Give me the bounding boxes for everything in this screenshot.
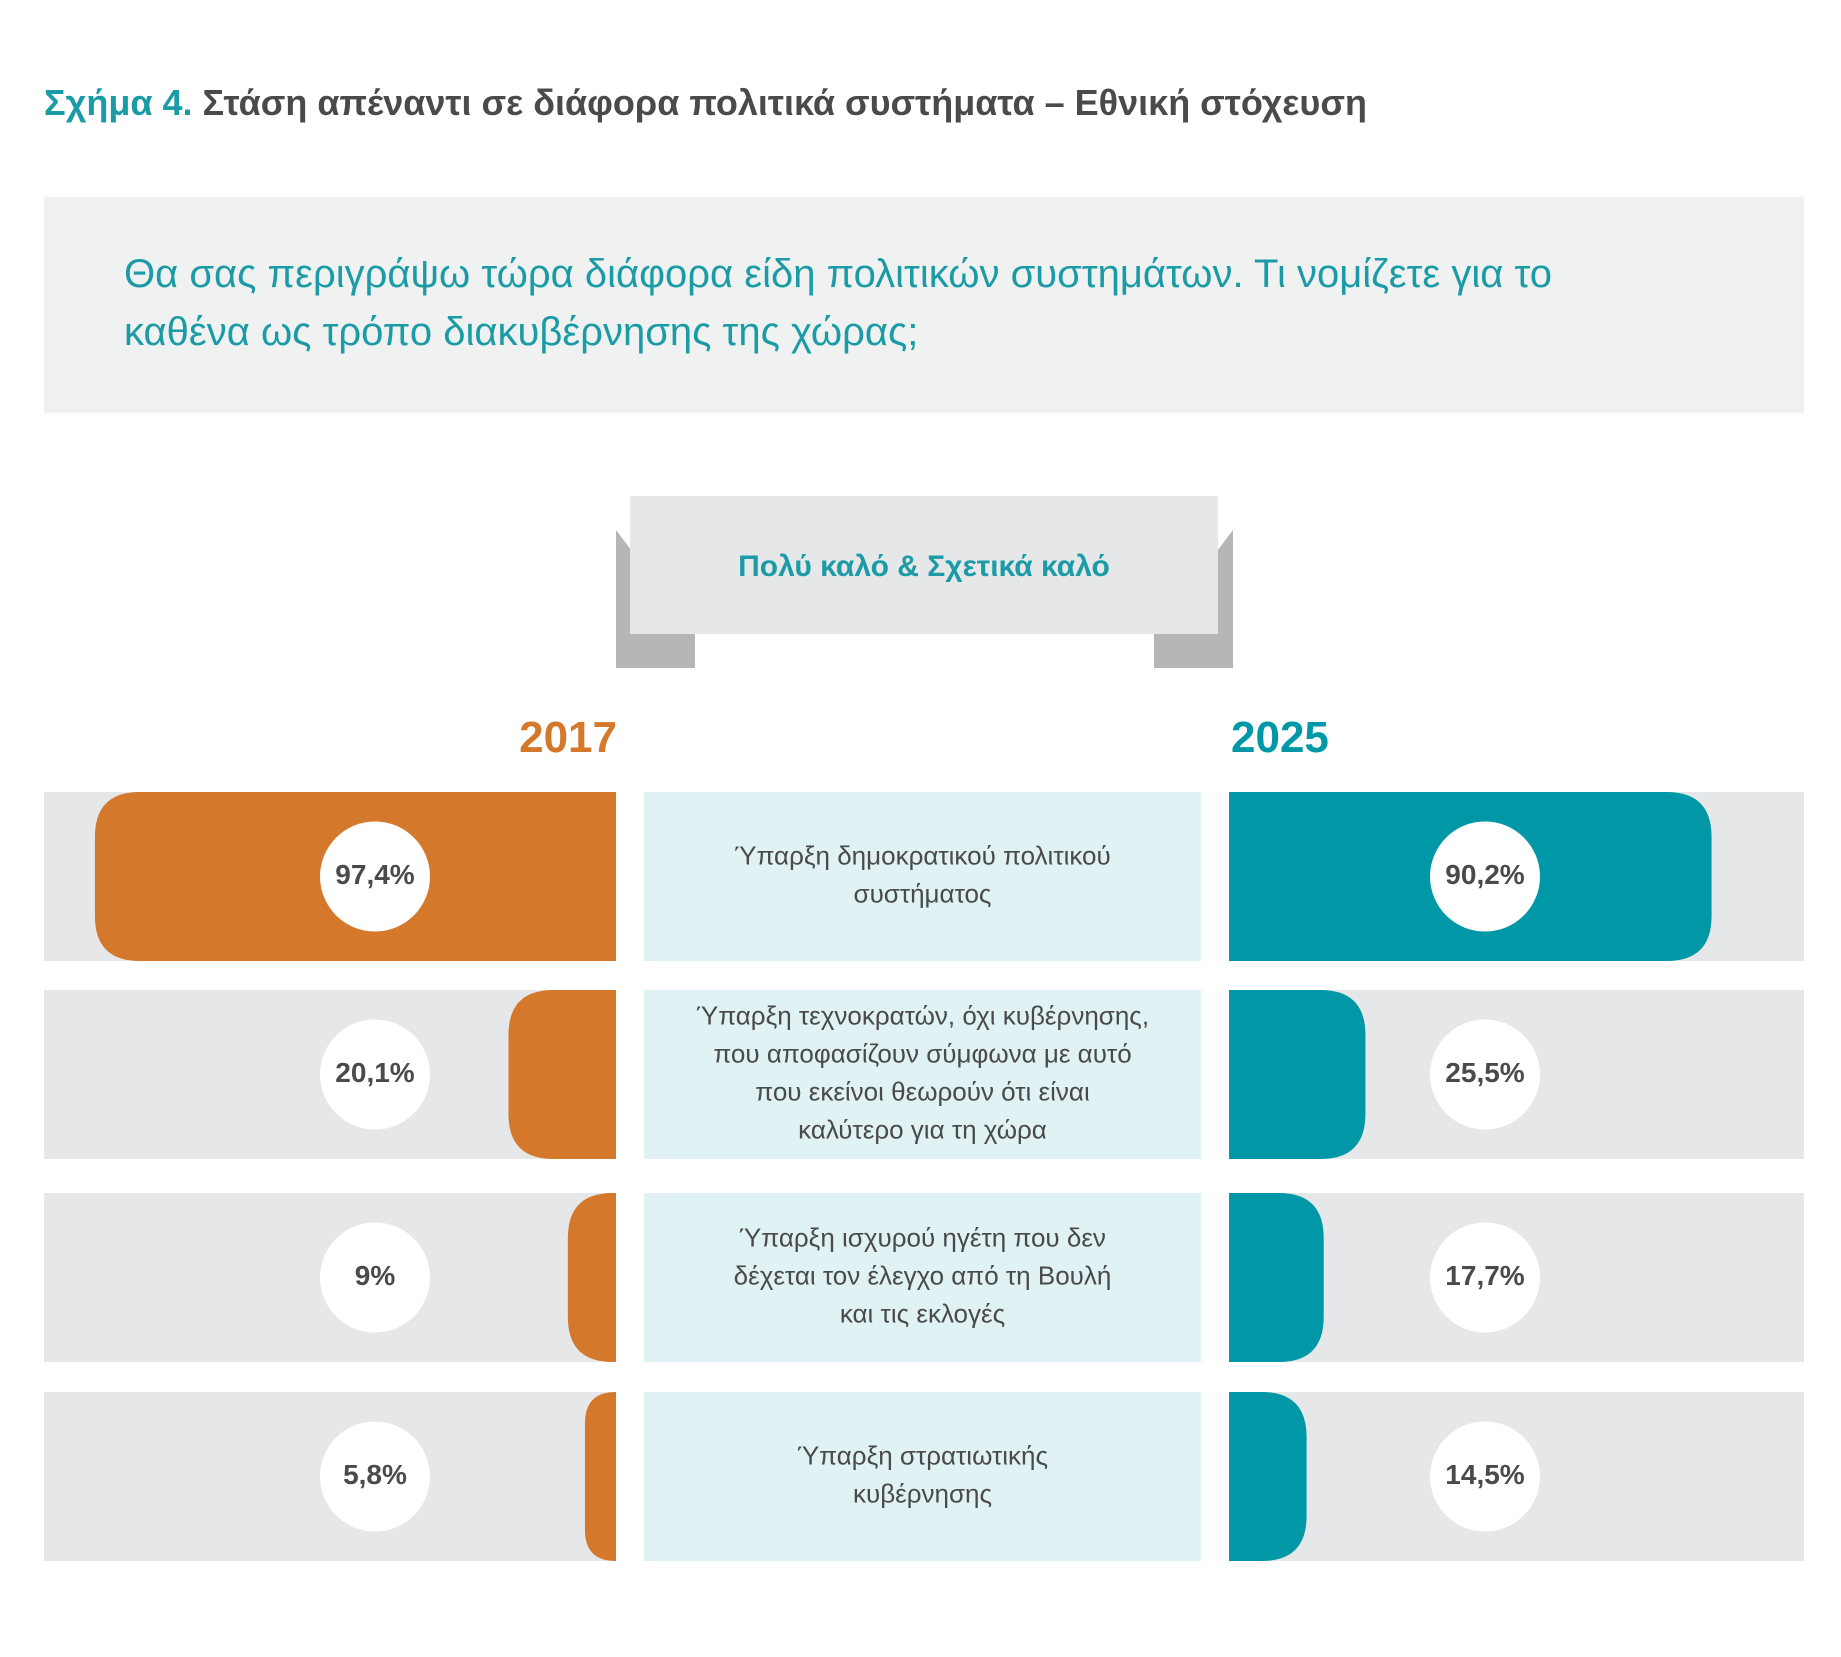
- data-label-2025: 90,2%: [1445, 859, 1524, 890]
- year-heading-2025: 2025: [1231, 713, 1329, 762]
- figure-title-text: Στάση απέναντι σε διάφορα πολιτικά συστή…: [202, 82, 1367, 123]
- banner-title: Πολύ καλό & Σχετικά καλό: [738, 550, 1110, 583]
- category-label-line: Ύπαρξη στρατιωτικής: [797, 1440, 1048, 1470]
- value-circle-2025: [1430, 1421, 1540, 1532]
- bar-2025: [1229, 1392, 1307, 1561]
- value-circle-2025: [1430, 821, 1540, 932]
- value-circle-2017: [320, 1019, 430, 1130]
- category-label-line: και τις εκλογές: [840, 1298, 1005, 1328]
- category-box: [644, 990, 1201, 1159]
- category-box: [644, 1392, 1201, 1561]
- bar-2017: [584, 1392, 616, 1561]
- bar-2017: [508, 990, 616, 1159]
- category-label-line: Ύπαρξη τεχνοκρατών, όχι κυβέρνησης,: [696, 1000, 1149, 1030]
- data-label-2017: 9%: [355, 1260, 396, 1291]
- value-circle-2025: [1430, 1019, 1540, 1130]
- category-label-line: που αποφασίζουν σύμφωνα με αυτό: [713, 1038, 1131, 1068]
- category-label-line: δέχεται τον έλεγχο από τη Βουλή: [734, 1260, 1112, 1290]
- data-label-2025: 17,7%: [1445, 1260, 1524, 1291]
- question-text: Θα σας περιγράψω τώρα διάφορα είδη πολιτ…: [124, 252, 1552, 354]
- data-label-2017: 20,1%: [335, 1057, 414, 1088]
- category-box: [644, 1193, 1201, 1362]
- figure-number: Σχήμα 4.: [44, 82, 193, 123]
- value-circle-2017: [320, 821, 430, 932]
- category-label-line: κυβέρνησης: [853, 1478, 992, 1508]
- data-label-2025: 14,5%: [1445, 1459, 1524, 1490]
- figure-title: Σχήμα 4. Στάση απέναντι σε διάφορα πολιτ…: [44, 82, 1367, 124]
- data-label-2017: 5,8%: [343, 1459, 407, 1490]
- category-label-line: Ύπαρξη ισχυρού ηγέτη που δεν: [739, 1222, 1106, 1252]
- bar-2017: [567, 1193, 616, 1362]
- category-label-line: καλύτερο για τη χώρα: [798, 1114, 1047, 1144]
- category-box: [644, 792, 1201, 961]
- bar-2025: [1229, 1193, 1324, 1362]
- banner: [630, 496, 1218, 634]
- data-label-2025: 25,5%: [1445, 1057, 1524, 1088]
- question-box: Θα σας περιγράψω τώρα διάφορα είδη πολιτ…: [44, 197, 1804, 413]
- category-label-line: συστήματος: [854, 878, 992, 908]
- year-heading-2017: 2017: [519, 713, 617, 762]
- data-label-2017: 97,4%: [335, 859, 414, 890]
- bar-2025: [1229, 990, 1366, 1159]
- category-label-line: Ύπαρξη δημοκρατικού πολιτικού: [734, 840, 1111, 870]
- value-circle-2017: [320, 1421, 430, 1532]
- value-circle-2017: [320, 1222, 430, 1333]
- category-label-line: που εκείνοι θεωρούν ότι είναι: [755, 1076, 1090, 1106]
- value-circle-2025: [1430, 1222, 1540, 1333]
